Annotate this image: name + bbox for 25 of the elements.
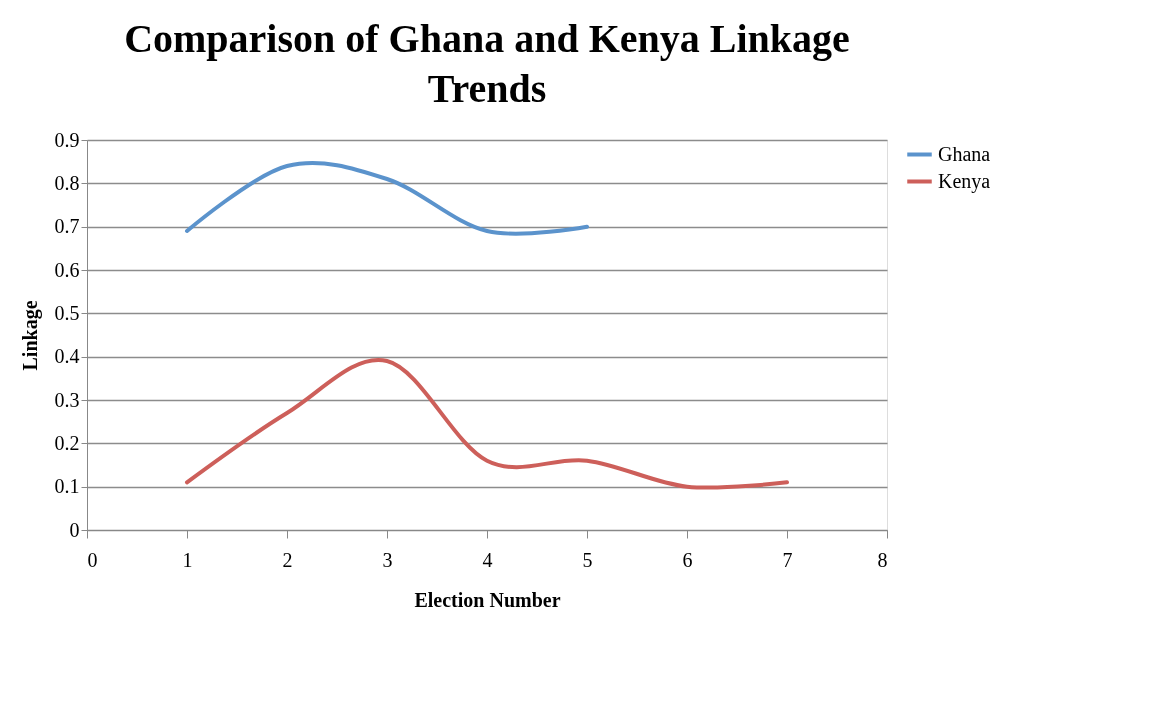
x-tick-label: 6 <box>682 548 693 571</box>
x-tick-label: 2 <box>282 548 293 571</box>
legend-label: Kenya <box>938 169 991 193</box>
y-tick-label: 0.6 <box>54 258 80 281</box>
y-tick-label: 0.5 <box>54 301 80 324</box>
legend-label: Ghana <box>938 142 991 165</box>
y-tick-label: 0.3 <box>54 388 80 411</box>
y-tick-label: 0 <box>69 518 80 541</box>
y-tick-label: 0.4 <box>54 345 80 368</box>
x-tick-label: 4 <box>482 548 493 571</box>
x-tick-label: 8 <box>877 548 888 571</box>
x-tick-label: 0 <box>87 548 98 571</box>
y-tick-label: 0.1 <box>54 475 80 498</box>
y-tick-label: 0.7 <box>54 215 80 238</box>
x-tick-label: 7 <box>782 548 793 571</box>
x-tick-label: 5 <box>582 548 593 571</box>
line-series <box>185 358 789 490</box>
y-tick-label: 0.2 <box>54 431 80 454</box>
y-tick-label: 0.8 <box>54 171 80 194</box>
x-axis-title: Election Number <box>414 588 561 611</box>
y-tick-label: 0.9 <box>54 128 80 151</box>
x-tick-label: 1 <box>182 548 193 571</box>
chart-title: Comparison of Ghana and Kenya Linkage Trends <box>124 16 850 111</box>
x-tick-label: 3 <box>382 548 393 571</box>
y-axis-title: Linkage <box>18 300 42 371</box>
